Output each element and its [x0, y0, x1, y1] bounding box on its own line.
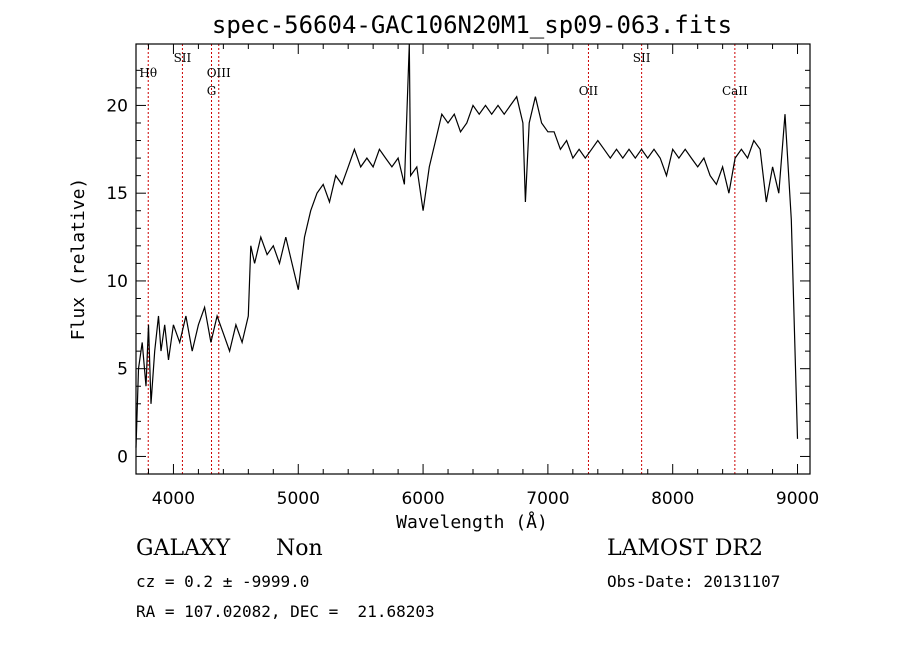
- y-tick-label: 10: [106, 272, 128, 292]
- plot-frame: [135, 43, 811, 475]
- redshift-text: cz = 0.2 ± -9999.0: [136, 572, 310, 591]
- spectral-line-label: SII: [633, 51, 651, 65]
- y-tick-label: 5: [117, 360, 128, 380]
- y-axis-label: Flux (relative): [68, 178, 89, 341]
- x-tick-label: 4000: [152, 489, 195, 509]
- y-tick-label: 15: [106, 184, 128, 204]
- x-tick-label: 6000: [401, 489, 444, 509]
- spectral-line-label: Hθ: [139, 66, 157, 80]
- spectral-line-label: CaII: [722, 84, 748, 98]
- obs-date-text: Obs-Date: 20131107: [607, 572, 781, 591]
- spectrum-line: [135, 43, 799, 448]
- object-class: GALAXY: [136, 536, 231, 561]
- spectral-line-label: OIII: [207, 66, 231, 80]
- y-tick-label: 20: [106, 96, 128, 116]
- x-tick-label: 5000: [277, 489, 320, 509]
- x-tick-label: 7000: [526, 489, 569, 509]
- x-tick-label: 8000: [651, 489, 694, 509]
- chart-title: spec-56604-GAC106N20M1_sp09-063.fits: [212, 11, 732, 39]
- x-axis-label: Wavelength (Å): [396, 511, 548, 533]
- y-tick-label: 0: [117, 447, 128, 467]
- object-subclass: Non: [276, 536, 323, 561]
- spectral-line-label: G: [207, 84, 217, 98]
- spectral-line-label: OII: [579, 84, 599, 98]
- coordinates-text: RA = 107.02082, DEC = 21.68203: [136, 602, 435, 621]
- x-tick-label: 9000: [776, 489, 819, 509]
- spectral-line-label: SII: [174, 51, 192, 65]
- survey-label: LAMOST DR2: [607, 536, 763, 561]
